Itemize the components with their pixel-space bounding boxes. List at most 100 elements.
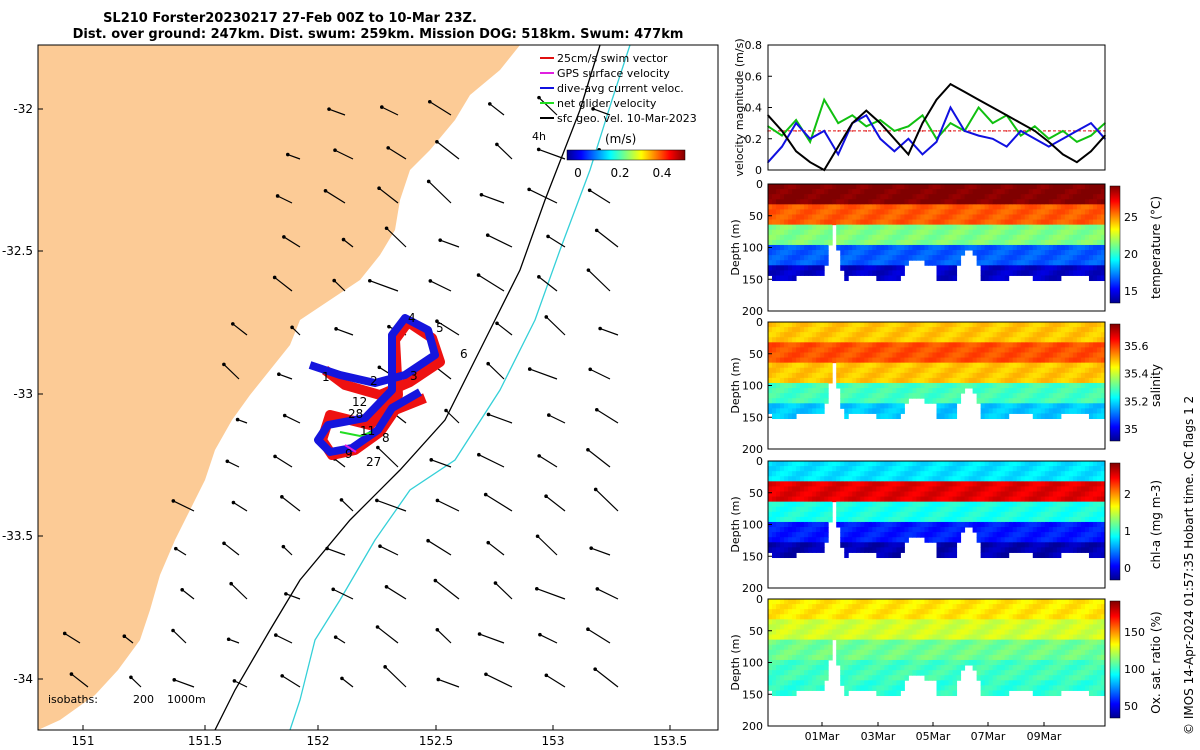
heatmap-cell [876,342,881,348]
heatmap-cell [900,357,905,364]
heatmap-cell [896,224,901,231]
heatmap-cell [872,362,877,369]
heatmap-cell [1080,403,1086,409]
heatmap-cell [1028,403,1034,409]
heatmap-cell [796,388,801,394]
heatmap-cell [1000,496,1006,503]
heatmap-cell [944,234,950,241]
velocity-arrowhead [375,498,379,503]
heatmap-cell [784,239,789,246]
heatmap-cell [808,204,813,210]
heatmap-cell [940,372,946,379]
heatmap-cell [1028,377,1034,384]
heatmap-cell [864,342,869,348]
heatmap-cell [772,532,777,538]
heatmap-cell [1072,382,1078,389]
heatmap-cell [776,516,781,523]
velocity-arrow [378,187,399,204]
heatmap-cell [768,342,773,348]
heatmap-cell [820,250,825,256]
heatmap-cell [840,255,845,261]
heatmap-cell [836,382,841,389]
heatmap-cell [1028,352,1034,359]
heatmap-cell [940,471,946,477]
heatmap-cell [1064,347,1070,353]
velocity-arrowhead [484,672,488,677]
heatmap-cell [828,471,833,477]
heatmap-cell [936,214,942,221]
heatmap-cell [884,199,889,205]
heatmap-cell [800,476,805,482]
heatmap-cell [924,481,929,487]
heatmap-cell [984,250,990,256]
heatmap-cell [772,624,777,630]
heatmap-cell [1084,486,1090,492]
heatmap-cell [1016,239,1022,246]
heatmap-cell [1036,357,1042,364]
heatmap-cell [856,388,861,394]
heatmap-cell [952,491,958,498]
heatmap-cell [808,471,813,477]
heatmap-cell [1028,521,1034,528]
velocity-arrow [597,588,619,600]
heatmap-cell [1020,367,1026,374]
heatmap-cell [1100,367,1106,374]
heatmap-cell [1032,552,1038,559]
heatmap-cell [960,367,966,374]
heatmap-cell [948,377,954,384]
heatmap-cell [1028,542,1034,548]
heatmap-cell [1056,511,1062,518]
heatmap-cell [1072,244,1078,251]
heatmap-cell [864,403,869,409]
heatmap-cell [1016,189,1022,195]
heatmap-cell [1084,255,1090,261]
heatmap-cell [844,342,849,348]
heatmap-cell [888,377,893,384]
y-tick-label: 0.8 [745,39,763,52]
heatmap-cell [920,476,925,482]
heatmap-cell [848,481,853,487]
heatmap-cell [1020,486,1026,492]
heatmap-cell [924,352,929,359]
heatmap-cell [1032,270,1038,276]
heatmap-cell [1028,327,1034,333]
heatmap-cell [1096,244,1102,251]
heatmap-cell [928,327,933,333]
heatmap-cell [788,377,793,384]
heatmap-cell [984,352,990,359]
heatmap-cell [992,255,998,261]
heatmap-cell [948,322,954,328]
heatmap-cell [936,327,942,333]
heatmap-cell [840,194,845,200]
heatmap-cell [768,388,773,394]
heatmap-cell [948,547,954,553]
heatmap-cell [980,491,986,498]
heatmap-cell [1092,393,1098,399]
heatmap-cell [1056,209,1062,215]
heatmap-cell [1040,332,1046,338]
velocity-arrow [438,678,460,688]
heatmap-cell [1004,542,1010,548]
heatmap-cell [908,219,913,226]
heatmap-cell [976,537,982,543]
heatmap-cell [828,506,833,513]
heatmap-cell [1032,234,1038,241]
heatmap-cell [1060,199,1066,205]
heatmap-cell [844,501,849,508]
heatmap-cell [932,234,937,241]
heatmap-cell [1004,521,1010,528]
heatmap-cell [992,332,998,338]
heatmap-cell [960,332,966,338]
heatmap-cell [836,461,841,467]
heatmap-cell [1084,367,1090,374]
heatmap-cell [828,476,833,482]
heatmap-cell [1012,244,1018,251]
heatmap-cell [1064,322,1070,328]
heatmap-cell [768,219,773,226]
heatmap-cell [992,486,998,492]
heatmap-cell [1052,501,1058,508]
heatmap-cell [896,413,901,420]
heatmap-cell [908,471,913,477]
heatmap-cell [988,229,994,236]
heatmap-cell [1088,219,1094,226]
